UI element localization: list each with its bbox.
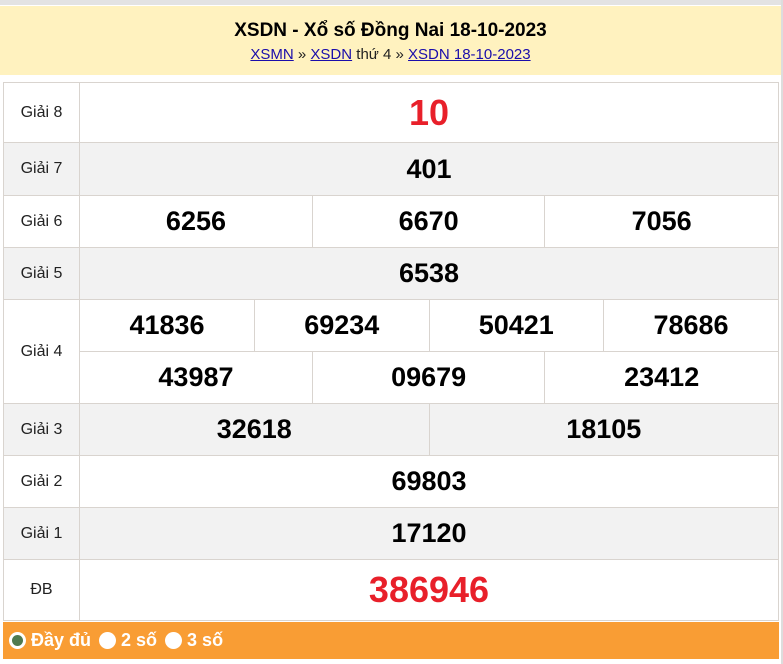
prize-number: 10: [79, 82, 779, 143]
breadcrumb-xsmn[interactable]: XSMN: [250, 46, 294, 63]
row-g1: Giải 1 17120: [3, 507, 779, 560]
prize-number: 18105: [428, 404, 778, 455]
display-mode-bar: Đầy đủ 2 số 3 số: [3, 622, 779, 659]
prize-number: 09679: [311, 351, 545, 403]
breadcrumb-xsdn[interactable]: XSDN: [310, 46, 353, 63]
option-label: 3 số: [187, 630, 224, 650]
option-label: Đầy đủ: [31, 630, 92, 650]
page-title: XSDN - Xổ số Đồng Nai 18-10-2023: [234, 20, 547, 41]
radio-icon[interactable]: [165, 632, 183, 649]
prize-number: 69234: [254, 300, 429, 351]
scrollbar-edge: [781, 0, 783, 664]
row-g7: Giải 7 401: [3, 142, 779, 196]
prize-label: Giải 6: [3, 195, 80, 248]
prize-number: 6256: [165, 206, 226, 236]
prize-number: 401: [79, 142, 779, 196]
radio-selected-icon[interactable]: [9, 632, 26, 649]
breadcrumb: XSMN » XSDN thứ 4 » XSDN 18-10-2023: [0, 46, 781, 63]
prize-label: ĐB: [3, 559, 80, 621]
prize-label: Giải 8: [3, 82, 80, 143]
option-2-digits[interactable]: 2 số: [99, 630, 157, 651]
result-header: XSDN - Xổ số Đồng Nai 18-10-2023 XSMN » …: [0, 6, 781, 75]
prize-number: 7056: [544, 196, 778, 247]
prize-number: 50421: [428, 300, 604, 351]
row-g4: Giải 4 41836 69234 50421 78686 43987 09679 23…: [3, 299, 779, 404]
prize-number: 43987: [158, 362, 234, 392]
special-prize-number: 386946: [79, 559, 779, 621]
prize-number: 6670: [311, 196, 545, 247]
option-label: 2 số: [121, 630, 158, 650]
radio-icon[interactable]: [99, 632, 117, 649]
breadcrumb-date[interactable]: XSDN 18-10-2023: [408, 46, 531, 63]
prize-label: Giải 7: [3, 142, 80, 196]
prize-number: 41836: [129, 310, 205, 340]
breadcrumb-weekday: thứ 4: [356, 46, 392, 63]
result-table: Giải 8 10 Giải 7 401 Giải 6 6256 6670 7056 Gi…: [3, 82, 779, 621]
row-g3: Giải 3 32618 18105: [3, 403, 779, 456]
top-border: [0, 0, 783, 5]
row-g5: Giải 5 6538: [3, 247, 779, 300]
row-db: ĐB 386946: [3, 559, 779, 621]
option-3-digits[interactable]: 3 số: [165, 630, 223, 651]
prize-label: Giải 1: [3, 507, 80, 560]
prize-label: Giải 3: [3, 403, 80, 456]
prize-label: Giải 4: [3, 299, 80, 404]
row-g6: Giải 6 6256 6670 7056: [3, 195, 779, 248]
row-g8: Giải 8 10: [3, 82, 779, 143]
breadcrumb-sep: »: [297, 46, 307, 63]
prize-number: 6538: [79, 247, 779, 300]
prize-number: 17120: [79, 507, 779, 560]
prize-label: Giải 2: [3, 455, 80, 508]
option-full[interactable]: Đầy đủ: [9, 630, 91, 651]
prize-number: 69803: [79, 455, 779, 508]
prize-label: Giải 5: [3, 247, 80, 300]
prize-number: 23412: [544, 351, 778, 403]
prize-number: 32618: [80, 404, 429, 455]
breadcrumb-sep: »: [395, 46, 404, 63]
prize-number: 78686: [603, 300, 778, 351]
row-g2: Giải 2 69803: [3, 455, 779, 508]
